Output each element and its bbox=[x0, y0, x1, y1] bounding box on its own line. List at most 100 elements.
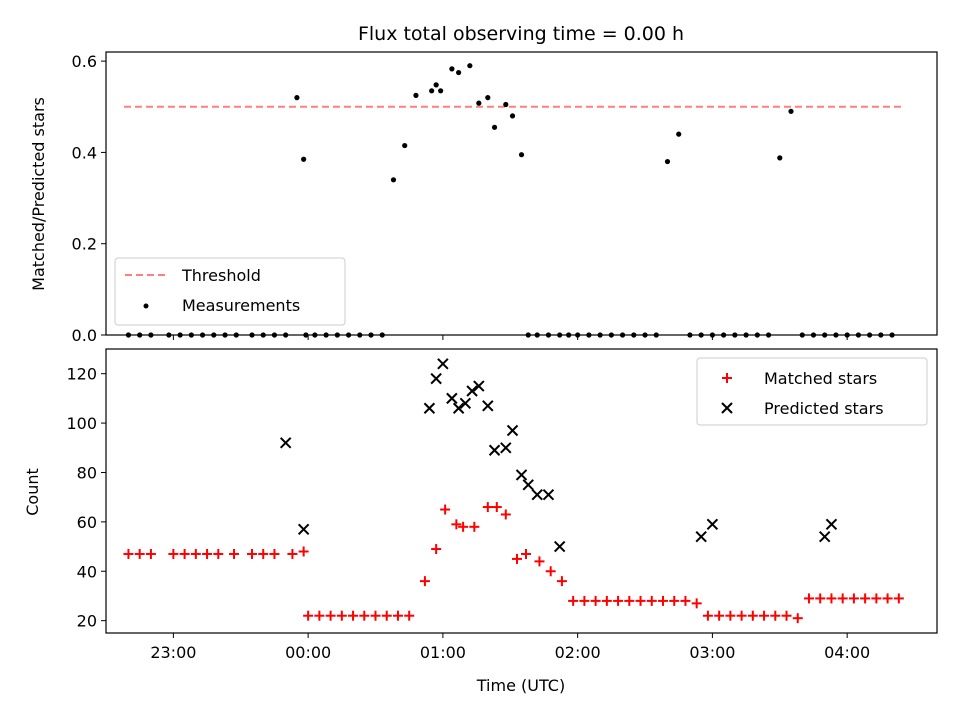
matched-star-point bbox=[500, 509, 511, 520]
matched-star-point bbox=[298, 546, 309, 557]
matched-star-point bbox=[123, 548, 134, 559]
matched-star-point bbox=[269, 548, 280, 559]
measurement-point bbox=[301, 156, 307, 162]
matched-star-point bbox=[781, 610, 792, 621]
top-legend: Threshold Measurements bbox=[114, 257, 346, 326]
matched-star-point bbox=[556, 576, 567, 587]
matched-star-point bbox=[545, 566, 556, 577]
bottom-plot-area bbox=[123, 358, 904, 624]
predicted-star-point bbox=[473, 380, 485, 392]
bottom-y-tick-label: 100 bbox=[66, 414, 97, 433]
bottom-legend-box bbox=[696, 357, 928, 426]
predicted-star-point bbox=[500, 442, 512, 454]
measurement-point bbox=[503, 101, 509, 108]
matched-star-point bbox=[168, 548, 179, 559]
matched-star-point bbox=[635, 595, 646, 606]
measurement-point bbox=[518, 152, 525, 158]
measurement-point bbox=[433, 82, 439, 88]
matched-star-point bbox=[381, 610, 392, 621]
matched-star-point bbox=[392, 610, 403, 621]
matched-star-point bbox=[680, 595, 691, 606]
matched-star-point bbox=[482, 502, 493, 513]
measurement-point bbox=[456, 69, 462, 76]
measurement-point bbox=[413, 92, 419, 98]
matched-star-point bbox=[848, 593, 859, 604]
bottom-y-tick-label: 60 bbox=[77, 513, 97, 532]
matched-star-point bbox=[348, 610, 359, 621]
matched-star-point bbox=[440, 504, 451, 515]
matched-star-point bbox=[134, 548, 145, 559]
predicted-star-point bbox=[542, 488, 555, 501]
matched-star-point bbox=[568, 595, 579, 606]
bottom-y-tick-label: 80 bbox=[77, 463, 97, 482]
matched-star-point bbox=[287, 548, 298, 559]
matched-star-point bbox=[179, 548, 190, 559]
legend-predicted-swatch bbox=[721, 402, 733, 414]
matched-star-point bbox=[702, 610, 713, 621]
top-y-tick-label: 0.2 bbox=[72, 235, 97, 254]
matched-star-point bbox=[202, 548, 213, 559]
matched-star-point bbox=[579, 595, 590, 606]
predicted-star-point bbox=[825, 518, 838, 531]
measurement-point bbox=[476, 100, 482, 106]
matched-star-point bbox=[747, 610, 758, 621]
legend-measurements-swatch bbox=[143, 303, 149, 309]
top-y-tick-label: 0.4 bbox=[72, 143, 97, 162]
matched-star-point bbox=[246, 548, 257, 559]
measurement-point bbox=[509, 113, 516, 119]
measurement-point bbox=[402, 142, 408, 149]
legend-predicted-label: Predicted stars bbox=[764, 399, 884, 418]
bottom-legend: Matched stars Predicted stars bbox=[696, 357, 928, 426]
bottom-y-tick-label: 20 bbox=[77, 612, 97, 631]
matched-star-point bbox=[213, 548, 224, 559]
matched-star-point bbox=[336, 610, 347, 621]
legend-matched-label: Matched stars bbox=[764, 369, 877, 388]
matched-star-point bbox=[370, 610, 381, 621]
matched-star-point bbox=[404, 610, 415, 621]
top-plot-area bbox=[123, 63, 902, 338]
predicted-star-point bbox=[515, 469, 528, 481]
measurement-point bbox=[449, 66, 455, 72]
x-tick-label: 23:00 bbox=[150, 643, 196, 662]
predicted-star-point bbox=[297, 523, 310, 535]
matched-star-point bbox=[419, 576, 430, 587]
measurement-point bbox=[429, 88, 435, 94]
measurement-point bbox=[438, 88, 444, 94]
matched-star-point bbox=[759, 610, 770, 621]
matched-star-point bbox=[815, 593, 826, 604]
matched-star-point bbox=[871, 593, 882, 604]
matched-star-point bbox=[229, 548, 240, 559]
matched-star-point bbox=[534, 556, 545, 567]
top-y-tick-label: 0.0 bbox=[72, 326, 97, 345]
predicted-star-point bbox=[437, 358, 449, 370]
matched-star-point bbox=[458, 521, 469, 532]
matched-star-point bbox=[803, 593, 814, 604]
matched-star-point bbox=[431, 544, 442, 555]
predicted-star-point bbox=[695, 530, 707, 543]
measurement-point bbox=[676, 131, 682, 137]
matched-star-point bbox=[624, 595, 635, 606]
measurement-point bbox=[491, 124, 498, 130]
measurement-point bbox=[294, 95, 300, 101]
matched-star-point bbox=[770, 610, 781, 621]
matched-star-point bbox=[258, 548, 269, 559]
measurement-point bbox=[485, 95, 491, 101]
measurement-point bbox=[777, 155, 783, 161]
matched-star-point bbox=[691, 598, 702, 609]
matched-star-point bbox=[145, 548, 156, 559]
matched-star-point bbox=[860, 593, 871, 604]
x-tick-label: 01:00 bbox=[420, 643, 466, 662]
predicted-star-point bbox=[506, 424, 519, 437]
matched-star-point bbox=[303, 610, 314, 621]
matched-star-point bbox=[657, 595, 668, 606]
matched-star-point bbox=[613, 595, 624, 606]
matched-star-point bbox=[714, 610, 725, 621]
predicted-star-point bbox=[430, 372, 442, 385]
legend-matched-swatch bbox=[722, 373, 732, 383]
predicted-star-point bbox=[459, 397, 472, 410]
matched-star-point bbox=[893, 593, 904, 604]
predicted-star-point bbox=[446, 392, 458, 405]
measurement-point bbox=[390, 177, 397, 183]
bottom-y-tick-label: 120 bbox=[66, 365, 97, 384]
matched-star-point bbox=[314, 610, 325, 621]
